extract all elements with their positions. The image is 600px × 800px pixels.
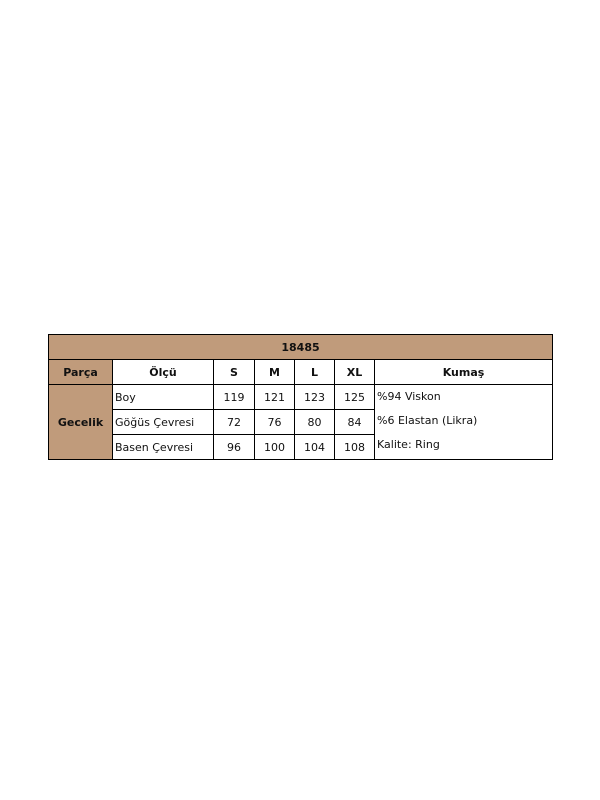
- row-label: Basen Çevresi: [112, 434, 214, 460]
- header-m: M: [254, 359, 295, 385]
- cell: 104: [294, 434, 335, 460]
- cell: 108: [334, 434, 375, 460]
- fabric-info: %94 Viskon %6 Elastan (Likra) Kalite: Ri…: [373, 384, 554, 460]
- fabric-line: %6 Elastan (Likra): [377, 414, 478, 427]
- part-name: Gecelik: [48, 384, 113, 460]
- header-olcu: Ölçü: [112, 359, 214, 385]
- cell: 84: [334, 409, 375, 435]
- row-label: Göğüs Çevresi: [112, 409, 214, 435]
- cell: 96: [213, 434, 255, 460]
- cell: 125: [334, 384, 375, 410]
- fabric-line: Kalite: Ring: [377, 438, 440, 451]
- header-l: L: [294, 359, 335, 385]
- cell: 72: [213, 409, 255, 435]
- fabric-line: %94 Viskon: [377, 390, 441, 403]
- header-xl: XL: [334, 359, 375, 385]
- cell: 100: [254, 434, 295, 460]
- table-row: Gecelik Boy 119 121 123 125 %94 Viskon %…: [48, 384, 554, 460]
- cell: 123: [294, 384, 335, 410]
- header-kumas: Kumaş: [373, 359, 554, 385]
- row-label: Boy: [112, 384, 214, 410]
- size-chart-table: 18485 Parça Ölçü S M L XL Kumaş Gecelik …: [47, 334, 554, 460]
- table-row: Göğüs Çevresi 72 76 80 84: [49, 409, 553, 435]
- header-parca: Parça: [48, 359, 113, 385]
- product-code: 18485: [47, 334, 554, 360]
- cell: 121: [254, 384, 295, 410]
- header-row: Parça Ölçü S M L XL Kumaş: [48, 359, 554, 385]
- cell: 80: [294, 409, 335, 435]
- header-s: S: [213, 359, 255, 385]
- cell: 119: [213, 384, 255, 410]
- table-row: Basen Çevresi 96 100 104 108: [49, 434, 553, 460]
- cell: 76: [254, 409, 295, 435]
